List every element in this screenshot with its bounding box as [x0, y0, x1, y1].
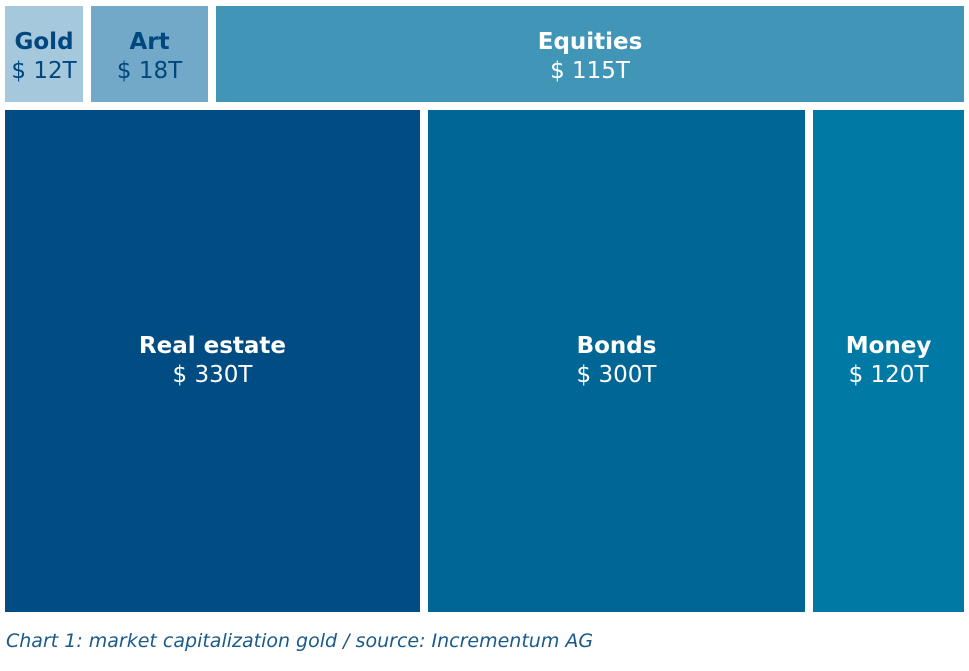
tile-equities: Equities $ 115T [216, 6, 964, 102]
tile-value-bonds: $ 300T [576, 362, 657, 388]
tile-value-gold: $ 12T [11, 58, 77, 84]
tile-value-art: $ 18T [116, 58, 183, 84]
tile-real-estate: Real estate $ 330T [5, 110, 420, 612]
tile-bonds: Bonds $ 300T [427, 110, 806, 612]
treemap-chart: Gold $ 12T Art $ 18T Equities $ 115T Real esta… [5, 6, 964, 612]
tile-label-money: Money [845, 333, 932, 359]
tile-value-money: $ 120T [848, 362, 929, 388]
chart-caption: Chart 1: market capitalization gold / so… [6, 630, 594, 652]
tile-art: Art $ 18T [91, 6, 209, 102]
tile-gold: Gold $ 12T [5, 6, 84, 102]
tile-value-real-estate: $ 330T [172, 362, 253, 388]
tile-label-bonds: Bonds [576, 333, 657, 359]
tile-label-real-estate: Real estate [138, 333, 287, 359]
tile-money: Money $ 120T [813, 110, 964, 612]
tile-label-gold: Gold [14, 29, 74, 55]
tile-value-equities: $ 115T [550, 58, 630, 84]
tile-label-art: Art [129, 29, 170, 55]
tile-label-equities: Equities [537, 29, 643, 55]
